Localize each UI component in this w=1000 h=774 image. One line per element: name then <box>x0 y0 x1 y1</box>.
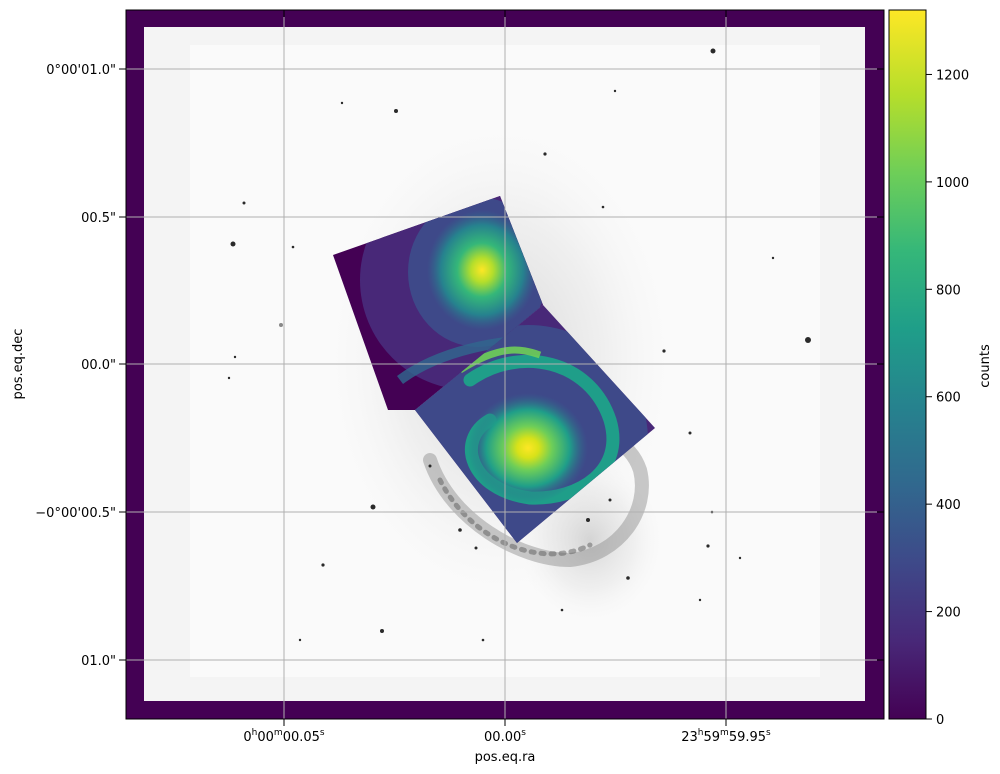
colorbar-tick-label: 600 <box>936 391 961 406</box>
x-axis-label: pos.eq.ra <box>475 750 536 765</box>
y-tick-label: 0°00'01.0" <box>46 63 116 78</box>
colorbar-tick-label: 1000 <box>936 176 969 191</box>
image-panel <box>126 10 884 719</box>
colorbar: 0 200 400 600 800 1000 1200 counts <box>888 9 993 728</box>
y-tick-label: −0°00'00.5" <box>35 506 116 521</box>
y-tick-label: 01.0" <box>81 654 116 669</box>
tick-marks <box>119 10 884 726</box>
y-tick-label: 00.0" <box>81 358 116 373</box>
colorbar-tick-label: 0 <box>936 713 944 728</box>
x-tick-label: 00.00s <box>484 728 526 745</box>
y-tick-label: 00.5" <box>81 211 116 226</box>
colorbar-tick-label: 1200 <box>936 68 969 83</box>
x-tick-label: 0h00m00.05s <box>243 728 325 745</box>
grid-lines <box>126 10 884 719</box>
colorbar-gradient <box>888 9 927 720</box>
colorbar-tick-label: 800 <box>936 283 961 298</box>
colorbar-tick-label: 400 <box>936 498 961 513</box>
x-tick-label: 23h59m59.95s <box>681 728 771 745</box>
colorbar-label: counts <box>978 344 993 388</box>
inner-arm-knots <box>437 477 593 557</box>
colorbar-tick-label: 200 <box>936 606 961 621</box>
y-axis-label: pos.eq.dec <box>11 329 26 400</box>
colorbar-ticks: 0 200 400 600 800 1000 1200 <box>926 68 969 728</box>
